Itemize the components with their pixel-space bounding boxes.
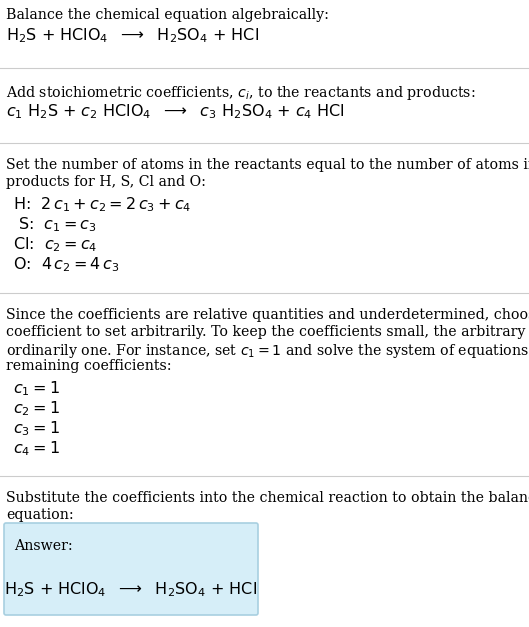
Text: $c_2 = 1$: $c_2 = 1$ (13, 399, 59, 418)
Text: remaining coefficients:: remaining coefficients: (6, 359, 172, 373)
Text: Since the coefficients are relative quantities and underdetermined, choose a: Since the coefficients are relative quan… (6, 308, 529, 322)
Text: Answer:: Answer: (14, 539, 73, 553)
Text: H:  $2\,c_1 + c_2 = 2\,c_3 + c_4$: H: $2\,c_1 + c_2 = 2\,c_3 + c_4$ (13, 195, 191, 214)
Text: $c_4 = 1$: $c_4 = 1$ (13, 439, 59, 458)
Text: Cl:  $c_2 = c_4$: Cl: $c_2 = c_4$ (13, 235, 97, 254)
FancyBboxPatch shape (4, 523, 258, 615)
Text: S:  $c_1 = c_3$: S: $c_1 = c_3$ (13, 215, 96, 234)
Text: Add stoichiometric coefficients, $c_i$, to the reactants and products:: Add stoichiometric coefficients, $c_i$, … (6, 84, 476, 102)
Text: Substitute the coefficients into the chemical reaction to obtain the balanced: Substitute the coefficients into the che… (6, 491, 529, 505)
Text: equation:: equation: (6, 508, 74, 522)
Text: coefficient to set arbitrarily. To keep the coefficients small, the arbitrary va: coefficient to set arbitrarily. To keep … (6, 325, 529, 339)
Text: $c_1 = 1$: $c_1 = 1$ (13, 379, 59, 398)
Text: $c_3 = 1$: $c_3 = 1$ (13, 419, 59, 438)
Text: Set the number of atoms in the reactants equal to the number of atoms in the: Set the number of atoms in the reactants… (6, 158, 529, 172)
Text: $c_1$ H$_2$S + $c_2$ HClO$_4$  $\longrightarrow$  $c_3$ H$_2$SO$_4$ + $c_4$ HCl: $c_1$ H$_2$S + $c_2$ HClO$_4$ $\longrigh… (6, 102, 345, 121)
Text: products for H, S, Cl and O:: products for H, S, Cl and O: (6, 175, 206, 189)
Text: H$_2$S + HClO$_4$  $\longrightarrow$  H$_2$SO$_4$ + HCl: H$_2$S + HClO$_4$ $\longrightarrow$ H$_2… (6, 26, 259, 45)
Text: Balance the chemical equation algebraically:: Balance the chemical equation algebraica… (6, 8, 330, 22)
Text: H$_2$S + HClO$_4$  $\longrightarrow$  H$_2$SO$_4$ + HCl: H$_2$S + HClO$_4$ $\longrightarrow$ H$_2… (4, 580, 258, 599)
Text: O:  $4\,c_2 = 4\,c_3$: O: $4\,c_2 = 4\,c_3$ (13, 255, 120, 274)
Text: ordinarily one. For instance, set $c_1 = 1$ and solve the system of equations fo: ordinarily one. For instance, set $c_1 =… (6, 342, 529, 360)
